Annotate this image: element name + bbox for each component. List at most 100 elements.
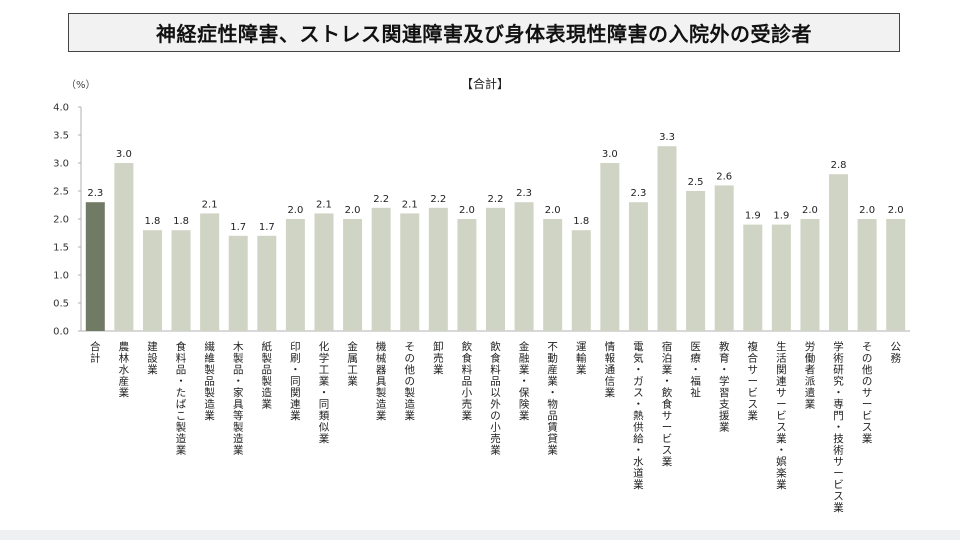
bar	[343, 219, 363, 331]
x-tick-label: 電気・ガス・熱供給・水道業	[633, 341, 644, 491]
x-tick-label: 繊維製品製造業	[204, 340, 215, 422]
bar-value-label: 1.8	[145, 216, 161, 227]
y-tick-label: 0.0	[53, 327, 69, 338]
bar	[285, 219, 305, 331]
x-tick-label: 金融業・保険業	[519, 340, 530, 422]
y-tick-label: 2.5	[53, 187, 69, 198]
x-tick-label: 公務	[890, 341, 901, 365]
y-tick-label: 3.5	[53, 131, 69, 142]
y-axis-unit: （%）	[66, 79, 96, 91]
bar	[628, 202, 648, 331]
x-tick-label: 食料品・たばこ製造業	[176, 340, 187, 457]
x-tick-label: 卸売業	[433, 340, 444, 376]
x-tick-label: 教育・学習支援業	[719, 340, 730, 434]
y-tick-label: 1.5	[53, 243, 69, 254]
bar	[771, 224, 791, 331]
bar	[457, 219, 477, 331]
x-tick-label: 医療・福祉	[690, 341, 701, 399]
bar-value-label: 3.0	[116, 149, 132, 160]
bar	[743, 224, 763, 331]
x-tick-label: 労働者派遣業	[805, 340, 816, 411]
x-tick-label: 木製品・家具等製造業	[233, 341, 244, 457]
bar	[829, 174, 849, 331]
bar	[171, 230, 191, 331]
bar	[800, 219, 820, 331]
bar-value-label: 1.7	[230, 222, 246, 233]
bar-value-label: 2.0	[545, 205, 561, 216]
footer-strip	[0, 530, 960, 540]
x-tick-label: 宿泊業・飲食サービス業	[662, 340, 673, 468]
bar	[714, 185, 734, 331]
x-tick-label: 建設業	[147, 340, 158, 376]
x-tick-label: 機械器具製造業	[376, 340, 387, 422]
y-tick-label: 0.5	[53, 299, 69, 310]
bar-value-label: 2.2	[430, 194, 446, 205]
bar-value-label: 1.7	[259, 222, 275, 233]
bar	[486, 207, 505, 331]
bar-value-label: 2.3	[516, 188, 532, 199]
page-title: 神経症性障害、ストレス関連障害及び身体表現性障害の入院外の受診者	[68, 13, 900, 52]
bar-value-label: 1.8	[573, 216, 589, 227]
bar	[114, 163, 134, 331]
bar	[571, 230, 591, 331]
bar-value-label: 2.6	[716, 171, 732, 182]
bar-value-label: 2.3	[87, 188, 103, 199]
x-tick-label: 飲食料品小売業	[462, 340, 473, 422]
chart-title: 【合計】	[461, 76, 509, 91]
bar	[886, 219, 906, 331]
bar-value-label: 1.9	[773, 211, 789, 222]
bar-value-label: 2.3	[630, 188, 646, 199]
bar-value-label: 2.0	[802, 205, 818, 216]
x-tick-label: 複合サービス業	[748, 340, 759, 422]
y-tick-label: 2.0	[53, 215, 69, 226]
bar	[543, 219, 563, 331]
bar-value-label: 2.2	[373, 194, 389, 205]
x-tick-label: 印刷・同関連業	[290, 341, 301, 422]
bar	[600, 163, 620, 331]
x-tick-label: 化学工業・同類似業	[319, 340, 330, 445]
x-tick-label: 金属工業	[347, 340, 358, 388]
x-tick-label: その他のサービス業	[862, 341, 873, 445]
bar	[371, 207, 391, 331]
bar-value-label: 2.0	[345, 205, 361, 216]
bar	[657, 146, 677, 331]
bar-value-label: 2.0	[888, 205, 904, 216]
x-tick-label: 合計	[90, 340, 101, 365]
bar-value-label: 2.8	[831, 160, 847, 171]
x-tick-label: 農林水産業	[119, 340, 130, 399]
bar	[257, 235, 277, 331]
bar-value-label: 2.0	[859, 205, 875, 216]
bar	[400, 213, 420, 331]
x-tick-label: 運輸業	[576, 341, 587, 376]
bar-value-label: 2.0	[459, 205, 475, 216]
x-tick-label: 生活関連サービス業・娯楽業	[776, 340, 787, 491]
x-tick-label: 不動産業・物品賃貸業	[547, 341, 558, 457]
bar-value-label: 1.9	[745, 211, 761, 222]
y-tick-label: 4.0	[53, 103, 69, 114]
y-tick-label: 1.0	[53, 271, 69, 282]
bar-value-label: 2.1	[402, 199, 418, 210]
bar	[200, 213, 220, 331]
bar-value-label: 2.0	[287, 205, 303, 216]
bar	[228, 235, 248, 331]
x-tick-label: 情報通信業	[605, 340, 616, 399]
bar-value-label: 2.1	[202, 199, 218, 210]
bar	[686, 191, 706, 331]
bar	[85, 202, 105, 331]
bar-value-label: 2.5	[688, 177, 704, 188]
bar	[514, 202, 534, 331]
bar	[857, 219, 877, 331]
x-tick-label: 紙製品製造業	[262, 340, 273, 411]
bar	[428, 207, 448, 331]
bar-value-label: 3.0	[602, 149, 618, 160]
y-tick-label: 3.0	[53, 159, 69, 170]
x-tick-label: 学術研究・専門・技術サービス業	[833, 340, 844, 514]
bar-value-label: 2.2	[488, 194, 504, 205]
bar	[314, 213, 334, 331]
bar-value-label: 1.8	[173, 216, 189, 227]
bar-value-label: 3.3	[659, 132, 675, 143]
x-tick-label: 飲食料品以外の小売業	[490, 340, 501, 457]
bar	[142, 230, 162, 331]
bar-value-label: 2.1	[316, 199, 332, 210]
